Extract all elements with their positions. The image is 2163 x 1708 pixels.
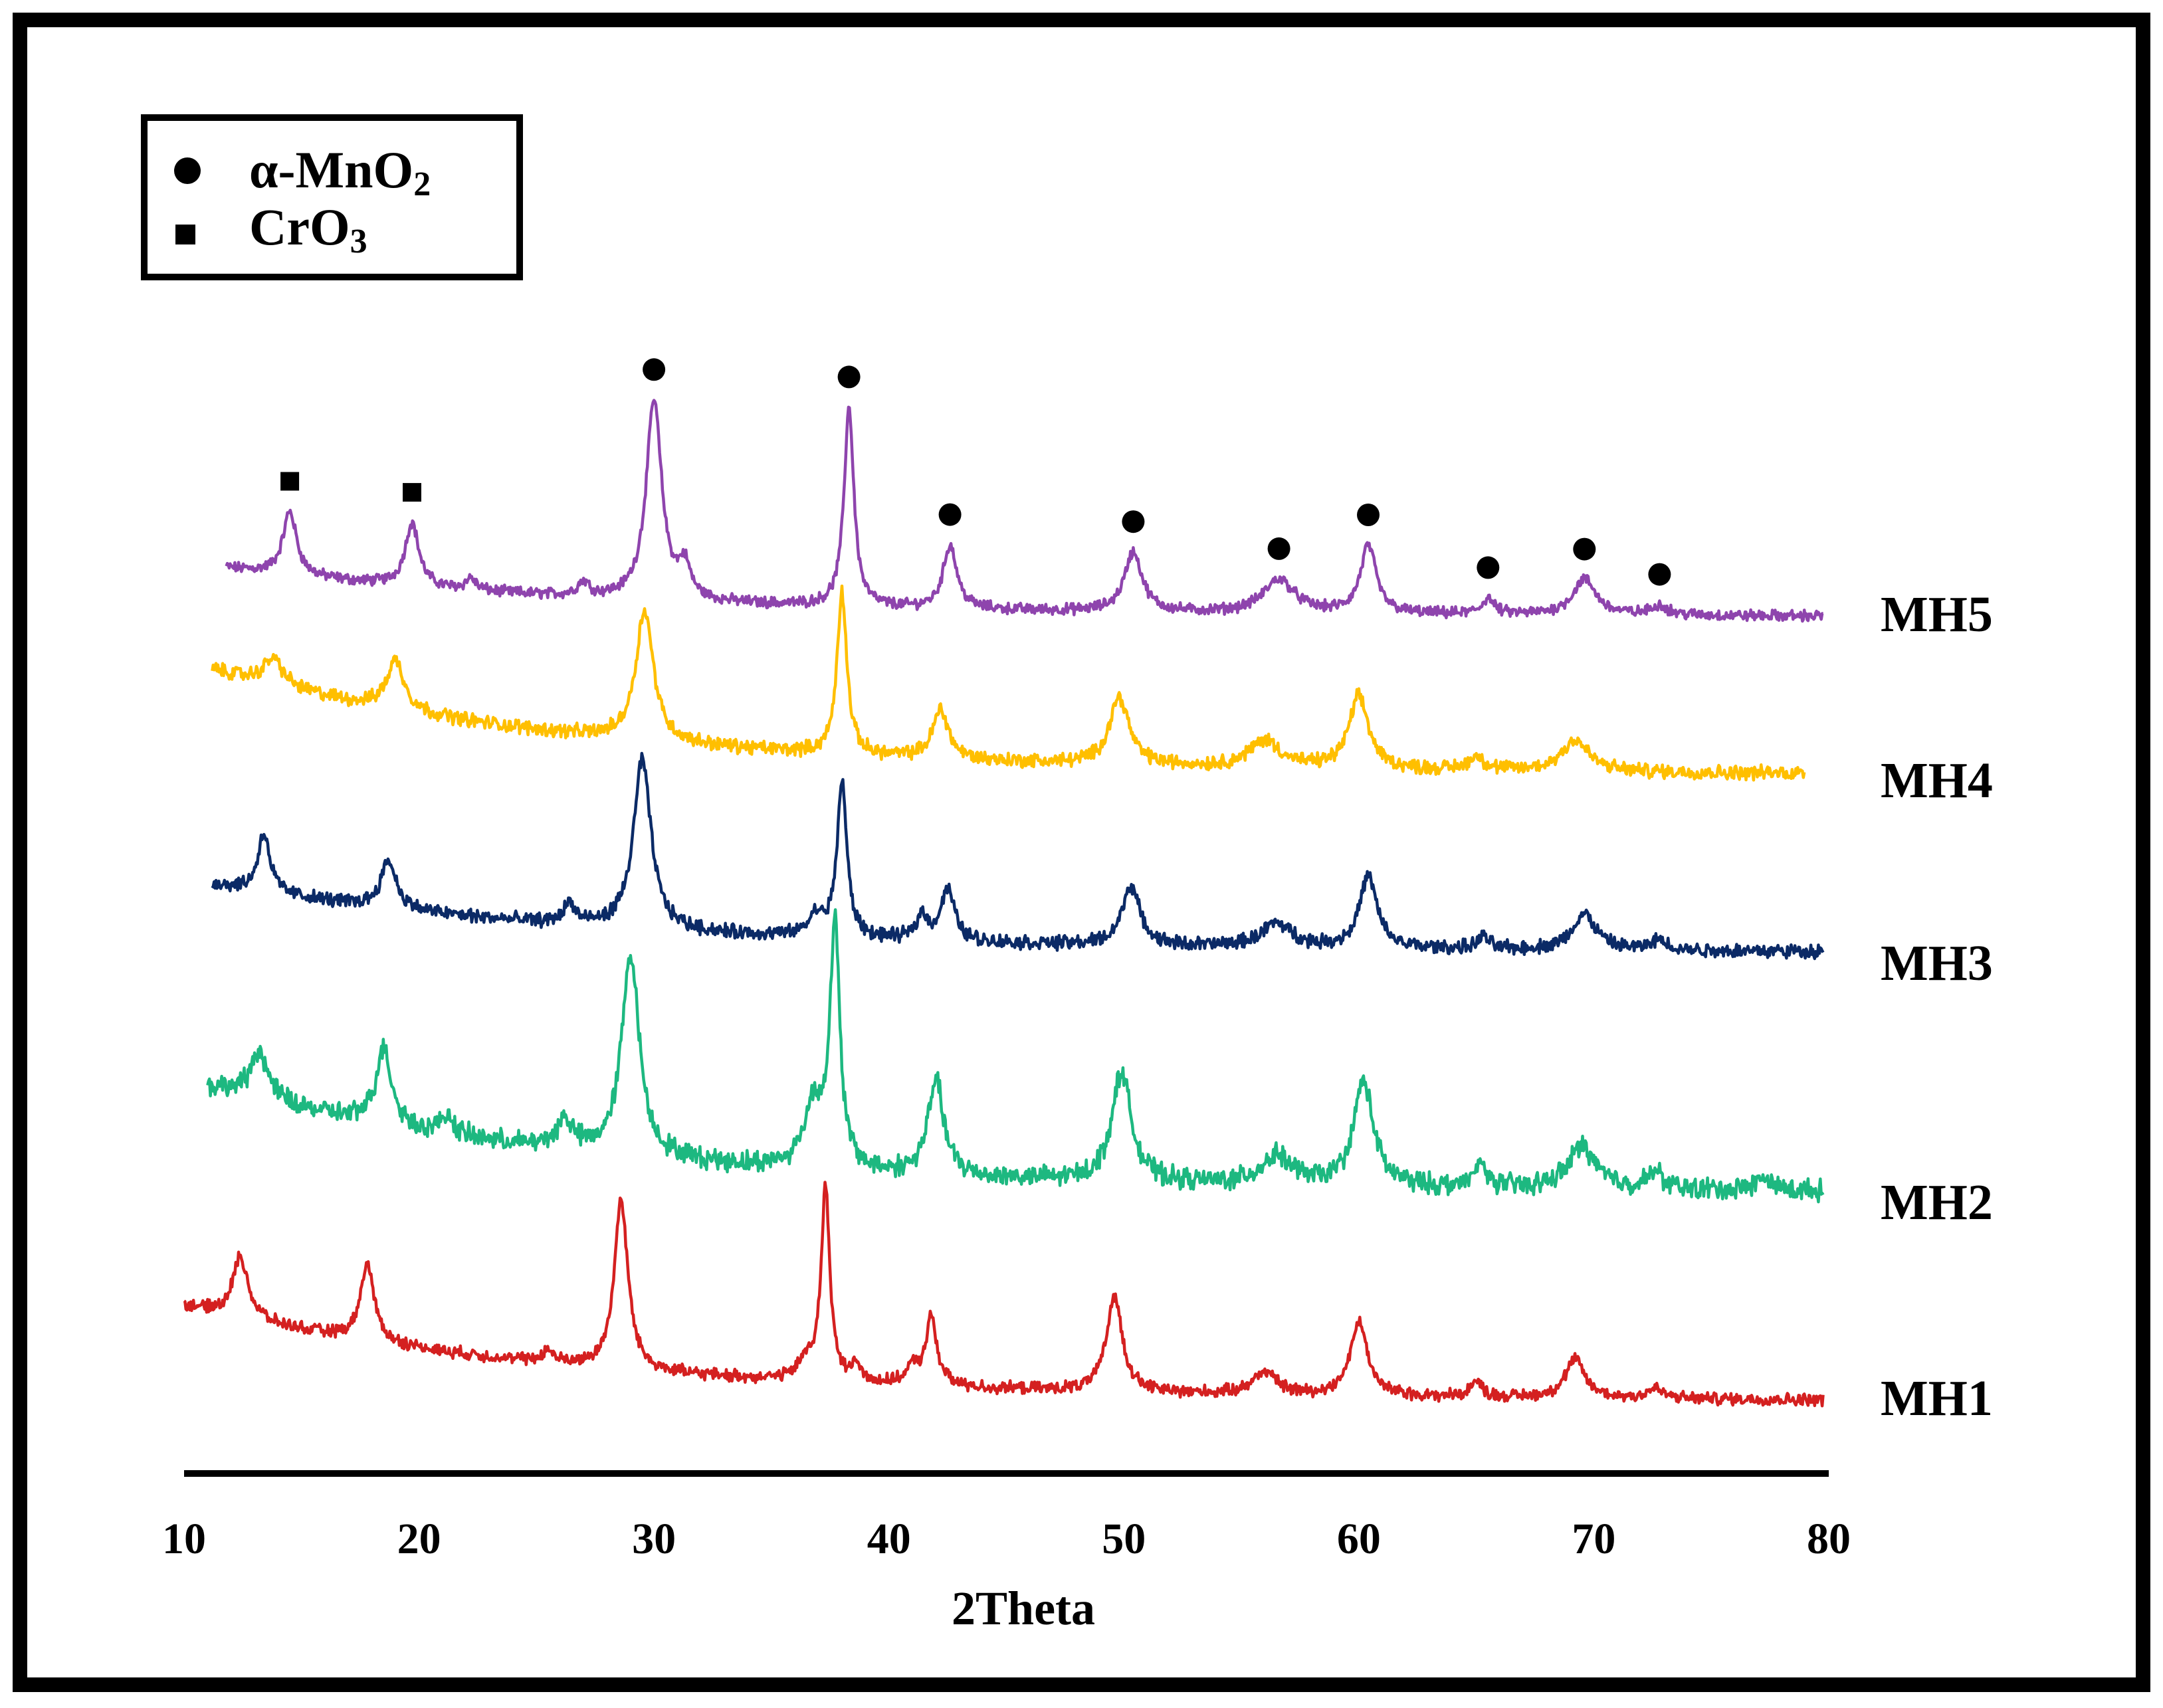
x-tick-label-50: 50 <box>1102 1515 1146 1563</box>
peak-marker-square-0 <box>280 472 300 491</box>
peak-marker-circle-3 <box>837 365 861 389</box>
series-layer <box>183 399 1825 1408</box>
peak-marker-circle-7 <box>1357 504 1380 526</box>
series-label-mh3: MH3 <box>1881 935 1993 991</box>
peak-marker-square-1 <box>403 483 421 502</box>
x-tick-label-30: 30 <box>632 1515 676 1563</box>
legend-label-cro3-sub: 3 <box>350 223 367 260</box>
x-tick-label-20: 20 <box>397 1515 441 1563</box>
legend-label-cro3: CrO3 <box>249 198 367 260</box>
legend-label-mno2: α-MnO2 <box>249 141 431 203</box>
series-line-mh3 <box>211 751 1825 961</box>
series-labels: MH5 MH4 MH3 MH2 MH1 <box>1881 587 1993 1426</box>
peak-markers <box>280 358 1671 586</box>
peak-marker-circle-5 <box>1122 510 1145 533</box>
legend-label-mno2-sub: 2 <box>413 165 431 203</box>
x-tick-label-80: 80 <box>1807 1515 1851 1563</box>
series-label-mh4: MH4 <box>1881 753 1993 808</box>
legend-label-mno2-main: α-MnO <box>249 141 413 199</box>
series-line-mh5 <box>225 399 1824 623</box>
x-tick-label-60: 60 <box>1337 1515 1381 1563</box>
outer-frame <box>13 13 2150 1692</box>
peak-marker-circle-9 <box>1573 537 1596 561</box>
series-line-mh4 <box>211 584 1806 782</box>
legend-box <box>141 114 523 280</box>
x-tick-label-70: 70 <box>1572 1515 1615 1563</box>
x-tick-label-40: 40 <box>867 1515 911 1563</box>
legend-circle-marker <box>174 157 201 184</box>
peak-marker-circle-2 <box>643 358 666 381</box>
peak-marker-circle-8 <box>1477 556 1500 579</box>
x-tick-labels: 10 20 30 40 50 60 70 80 <box>162 1515 1851 1563</box>
peak-marker-circle-6 <box>1267 537 1290 560</box>
x-axis-label: 2Theta <box>952 1582 1095 1635</box>
peak-marker-circle-4 <box>938 503 962 526</box>
series-label-mh1: MH1 <box>1881 1371 1993 1426</box>
series-line-mh1 <box>183 1181 1825 1408</box>
series-label-mh5: MH5 <box>1881 587 1993 642</box>
peak-marker-circle-10 <box>1648 563 1671 586</box>
legend-label-cro3-main: CrO <box>249 198 350 256</box>
legend: α-MnO2 CrO3 <box>141 114 523 280</box>
series-label-mh2: MH2 <box>1881 1175 1993 1230</box>
x-tick-label-10: 10 <box>162 1515 206 1563</box>
legend-square-marker <box>175 225 195 244</box>
series-line-mh2 <box>206 908 1825 1204</box>
